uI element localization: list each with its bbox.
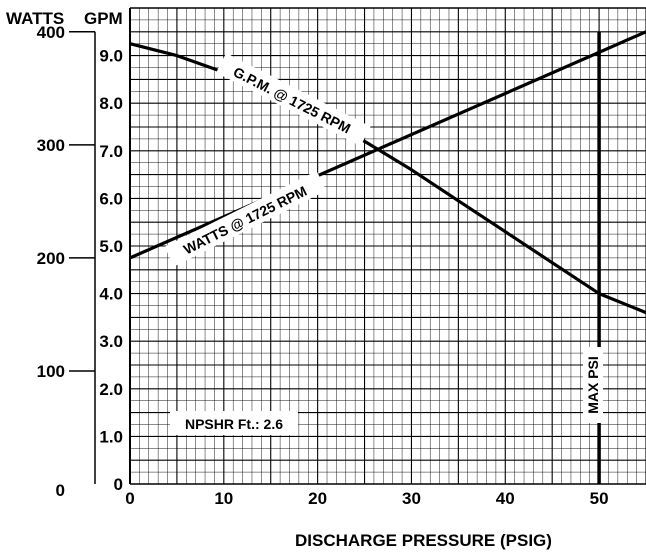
gpm-axis-label: GPM [84,9,123,28]
tick-labels: 0 10 20 30 40 50 0 1.0 2.0 3.0 4.0 5.0 6.0 7.0 8.0 9.0 0… [37,23,609,508]
x-tick-label: 20 [308,489,327,508]
x-tick-label: 30 [402,489,421,508]
npshr-label: NPSHR Ft.: 2.6 [185,416,283,432]
gpm-tick-label: 3.0 [99,332,123,351]
gpm-tick-label: 9.0 [99,47,123,66]
npshr-label-bg [170,411,298,435]
gpm-tick-label: 7.0 [99,142,123,161]
watts-tick-label: 400 [37,23,65,42]
watts-series-label-bg [164,170,327,267]
gpm-curve [129,42,646,315]
gpm-tick-label: 8.0 [99,94,123,113]
gpm-tick-label: 6.0 [99,189,123,208]
gpm-tick-label: 4.0 [99,285,123,304]
gpm-tick-label: 0 [114,475,123,494]
gpm-tick-label: 2.0 [99,380,123,399]
watts-axis-label: WATTS [6,9,64,28]
grid [130,8,646,484]
watts-tick-label: 300 [37,136,65,155]
max-psi-label: MAX PSI [585,356,601,414]
axes [94,7,646,485]
gpm-tick-label: 5.0 [99,237,123,256]
max-psi-label-group: MAX PSI [583,347,603,423]
x-tick-label: 40 [496,489,515,508]
gpm-tick-label: 1.0 [99,427,123,446]
x-tick-label: 50 [590,489,609,508]
watts-tick-label: 200 [37,249,65,268]
watts-tick-label: 0 [56,481,65,500]
max-psi-label-bg [583,347,603,423]
x-axis-label: DISCHARGE PRESSURE (PSIG) [295,531,552,550]
x-tick-label: 10 [214,489,233,508]
watts-curve [129,30,646,260]
watts-tick-label: 100 [37,362,65,381]
gpm-series-label-bg [216,52,371,147]
x-tick-label: 0 [125,489,134,508]
